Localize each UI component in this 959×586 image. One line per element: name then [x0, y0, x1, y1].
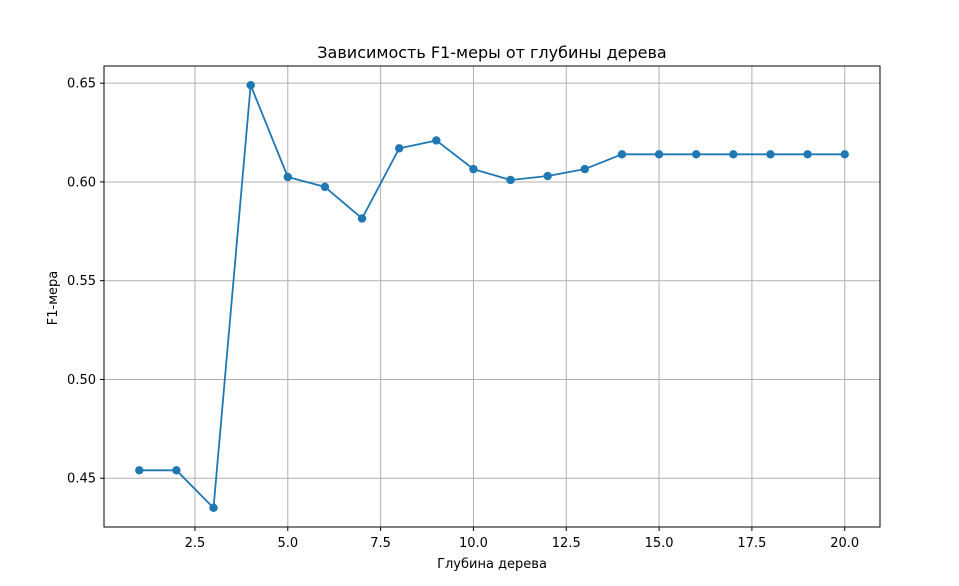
data-point: [654, 150, 664, 159]
series-layer: [135, 80, 849, 513]
series-line: [139, 84, 845, 509]
x-tick-label: 5.0: [277, 536, 298, 551]
data-point: [729, 150, 738, 159]
data-point: [840, 150, 849, 159]
data-point: [394, 144, 404, 153]
data-point: [617, 150, 627, 159]
data-point: [283, 172, 292, 182]
x-tick-label: 17.5: [737, 536, 766, 551]
x-axis-label: Глубина дерева: [437, 557, 547, 572]
data-point: [469, 164, 478, 174]
data-point: [246, 80, 255, 90]
data-point: [320, 182, 330, 192]
x-axis: 2.5 5.0 7.5 10.0 12.5 15.0 17.5 20.0: [185, 527, 859, 551]
x-tick-label: 12.5: [552, 536, 581, 551]
data-point: [432, 136, 441, 145]
y-axis: 0.45 0.50 0.55 0.60 0.65: [67, 77, 104, 487]
y-axis-label: F1-мера: [46, 271, 61, 325]
data-point: [803, 150, 812, 159]
x-tick-label: 15.0: [645, 536, 674, 551]
data-point: [766, 150, 775, 159]
data-point: [580, 164, 590, 174]
x-tick-label: 10.0: [459, 536, 488, 551]
y-tick-label: 0.45: [67, 472, 96, 487]
x-tick-label: 2.5: [185, 536, 206, 551]
y-tick-label: 0.60: [67, 175, 96, 190]
y-tick-label: 0.50: [67, 373, 96, 388]
data-point: [692, 150, 701, 159]
y-tick-label: 0.65: [67, 77, 96, 92]
data-point: [543, 171, 552, 181]
data-point: [172, 466, 181, 475]
data-point: [357, 214, 367, 223]
data-point: [506, 175, 515, 185]
x-tick-label: 7.5: [370, 536, 391, 551]
data-point: [209, 503, 218, 513]
data-point: [135, 466, 144, 475]
x-tick-label: 20.0: [830, 536, 859, 551]
y-tick-label: 0.55: [67, 274, 96, 289]
plot-frame: [103, 65, 881, 528]
chart-title: Зависимость F1-меры от глубины дерева: [317, 43, 666, 62]
